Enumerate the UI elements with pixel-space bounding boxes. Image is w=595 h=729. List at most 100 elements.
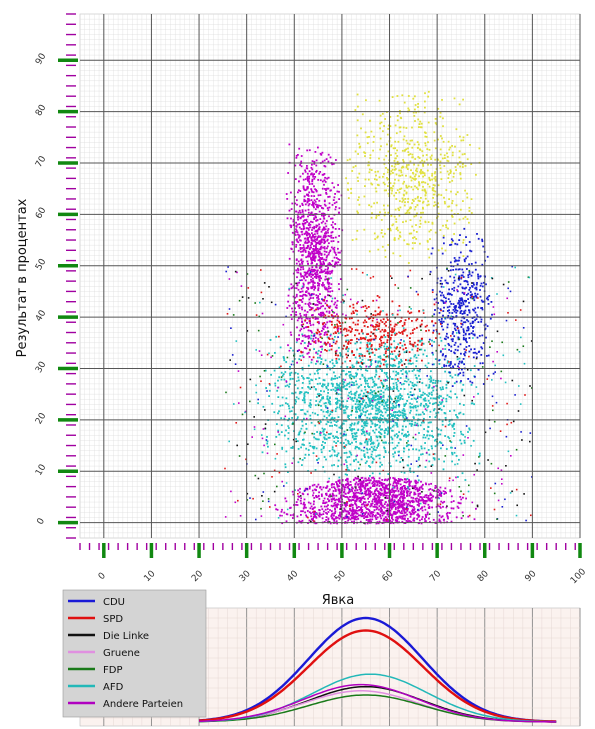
scatter-point bbox=[330, 504, 333, 507]
scatter-point bbox=[299, 291, 302, 293]
scatter-point bbox=[307, 345, 309, 347]
scatter-point bbox=[307, 392, 309, 394]
scatter-point bbox=[329, 156, 332, 159]
scatter-point bbox=[408, 448, 410, 451]
scatter-point bbox=[387, 519, 389, 521]
scatter-point bbox=[344, 473, 347, 476]
scatter-point bbox=[330, 231, 333, 234]
scatter-point bbox=[316, 369, 319, 372]
scatter-point bbox=[444, 348, 447, 350]
scatter-point bbox=[407, 393, 409, 396]
scatter-point bbox=[349, 371, 352, 373]
scatter-point bbox=[399, 438, 401, 441]
scatter-point bbox=[400, 369, 403, 372]
scatter-point bbox=[267, 445, 269, 448]
scatter-point bbox=[394, 416, 396, 418]
scatter-point bbox=[330, 417, 333, 420]
scatter-point bbox=[306, 246, 309, 249]
scatter-point bbox=[351, 364, 354, 367]
scatter-point bbox=[368, 365, 370, 368]
scatter-point bbox=[306, 272, 308, 274]
scatter-point bbox=[379, 514, 381, 516]
scatter-point bbox=[394, 519, 397, 521]
scatter-point bbox=[393, 490, 396, 492]
scatter-point bbox=[294, 178, 297, 180]
scatter-point bbox=[408, 383, 410, 386]
scatter-point bbox=[333, 251, 336, 253]
scatter-point bbox=[393, 495, 396, 498]
scatter-point bbox=[344, 459, 347, 462]
scatter-point bbox=[315, 171, 317, 173]
scatter-point bbox=[441, 501, 444, 504]
scatter-point bbox=[468, 337, 471, 339]
scatter-point bbox=[425, 403, 427, 405]
scatter-point bbox=[337, 393, 340, 396]
scatter-point bbox=[389, 489, 392, 492]
scatter-point bbox=[366, 394, 369, 397]
scatter-point bbox=[322, 428, 325, 431]
scatter-point bbox=[400, 510, 403, 512]
scatter-point bbox=[381, 479, 384, 481]
scatter-point bbox=[334, 208, 337, 211]
scatter-point bbox=[414, 486, 417, 489]
scatter-point bbox=[412, 393, 415, 396]
scatter-point bbox=[280, 378, 283, 381]
scatter-point bbox=[312, 286, 314, 288]
scatter-point bbox=[382, 386, 384, 389]
scatter-point bbox=[391, 441, 394, 444]
scatter-point bbox=[325, 492, 328, 495]
scatter-point bbox=[337, 499, 340, 501]
scatter-point bbox=[305, 227, 308, 230]
scatter-point bbox=[415, 448, 418, 451]
scatter-point bbox=[361, 337, 364, 340]
scatter-point bbox=[430, 377, 432, 379]
scatter-point bbox=[418, 489, 421, 491]
scatter-point bbox=[311, 183, 314, 185]
scatter-point bbox=[414, 488, 417, 491]
scatter-point bbox=[385, 492, 388, 494]
scatter-point bbox=[302, 438, 305, 441]
scatter-point bbox=[402, 415, 404, 417]
scatter-point bbox=[405, 436, 408, 438]
scatter-point bbox=[351, 398, 353, 401]
scatter-point bbox=[381, 482, 383, 485]
scatter-point bbox=[331, 362, 334, 365]
scatter-point bbox=[301, 492, 304, 495]
scatter-point bbox=[374, 424, 377, 427]
scatter-point bbox=[359, 482, 361, 485]
scatter-point bbox=[314, 276, 316, 278]
scatter-point bbox=[334, 424, 336, 426]
scatter-point bbox=[393, 477, 396, 480]
scatter-point bbox=[360, 366, 363, 368]
scatter-point bbox=[312, 191, 315, 194]
scatter-point bbox=[304, 487, 307, 490]
scatter-point bbox=[287, 427, 290, 429]
scatter-point bbox=[316, 513, 318, 516]
scatter-point bbox=[307, 263, 309, 265]
scatter-point bbox=[343, 507, 346, 510]
scatter-point bbox=[313, 163, 316, 165]
scatter-point bbox=[317, 360, 319, 363]
scatter-point bbox=[351, 507, 354, 509]
scatter-point bbox=[477, 277, 480, 280]
scatter-point bbox=[374, 337, 377, 340]
scatter-point bbox=[344, 438, 347, 441]
scatter-point bbox=[306, 352, 309, 355]
scatter-point bbox=[441, 386, 444, 389]
scatter-point bbox=[297, 288, 300, 291]
scatter-point bbox=[344, 521, 347, 523]
scatter-point bbox=[340, 495, 342, 497]
scatter-point bbox=[378, 496, 381, 499]
scatter-point bbox=[320, 268, 323, 271]
scatter-point bbox=[366, 479, 369, 482]
scatter-point bbox=[404, 415, 407, 418]
scatter-point bbox=[355, 390, 358, 393]
scatter-point bbox=[447, 360, 449, 363]
scatter-point bbox=[301, 334, 304, 337]
scatter-point bbox=[386, 316, 388, 319]
scatter-point bbox=[318, 515, 321, 518]
scatter-point bbox=[392, 364, 395, 366]
scatter-point bbox=[416, 400, 418, 403]
scatter-point bbox=[432, 397, 435, 400]
scatter-point bbox=[359, 378, 362, 380]
